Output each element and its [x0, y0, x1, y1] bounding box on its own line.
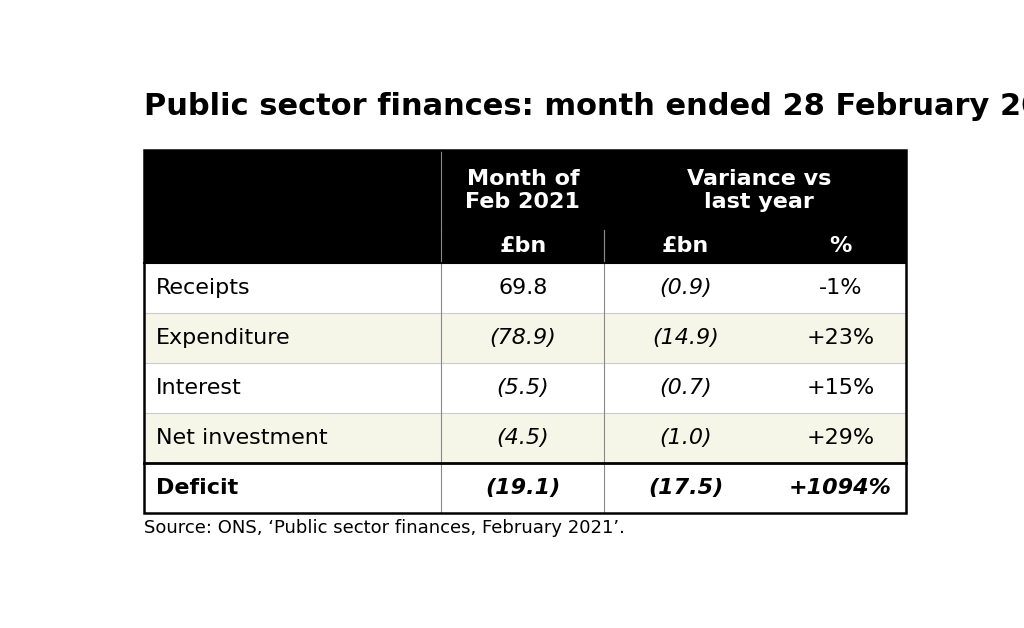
- Text: Month of
Feb 2021: Month of Feb 2021: [465, 168, 581, 212]
- Text: (5.5): (5.5): [497, 378, 549, 398]
- Text: (4.5): (4.5): [497, 428, 549, 448]
- Text: (17.5): (17.5): [648, 478, 723, 498]
- Text: Variance vs
last year: Variance vs last year: [687, 168, 831, 212]
- Text: (78.9): (78.9): [489, 328, 556, 348]
- Text: £bn: £bn: [662, 236, 710, 256]
- Text: £bn: £bn: [499, 236, 547, 256]
- Text: 69.8: 69.8: [498, 278, 548, 298]
- Text: Interest: Interest: [156, 378, 242, 398]
- Text: -1%: -1%: [818, 278, 862, 298]
- Text: (19.1): (19.1): [485, 478, 560, 498]
- Text: +29%: +29%: [806, 428, 874, 448]
- Bar: [143, 150, 906, 513]
- Text: Source: ONS, ‘Public sector finances, February 2021’.: Source: ONS, ‘Public sector finances, Fe…: [143, 519, 625, 537]
- Bar: [143, 413, 906, 463]
- Bar: [143, 230, 906, 263]
- Bar: [143, 463, 906, 513]
- Bar: [143, 150, 906, 230]
- Text: Receipts: Receipts: [156, 278, 251, 298]
- Text: Deficit: Deficit: [156, 478, 238, 498]
- Text: (0.9): (0.9): [659, 278, 712, 298]
- Bar: [143, 313, 906, 363]
- Text: (1.0): (1.0): [659, 428, 712, 448]
- Bar: [143, 363, 906, 413]
- Text: +23%: +23%: [806, 328, 874, 348]
- Text: Public sector finances: month ended 28 February 2021: Public sector finances: month ended 28 F…: [143, 92, 1024, 121]
- Text: (0.7): (0.7): [659, 378, 712, 398]
- Text: +15%: +15%: [806, 378, 874, 398]
- Text: (14.9): (14.9): [652, 328, 719, 348]
- Text: +1094%: +1094%: [788, 478, 892, 498]
- Text: Expenditure: Expenditure: [156, 328, 291, 348]
- Text: %: %: [829, 236, 851, 256]
- Bar: [143, 263, 906, 313]
- Text: Net investment: Net investment: [156, 428, 328, 448]
